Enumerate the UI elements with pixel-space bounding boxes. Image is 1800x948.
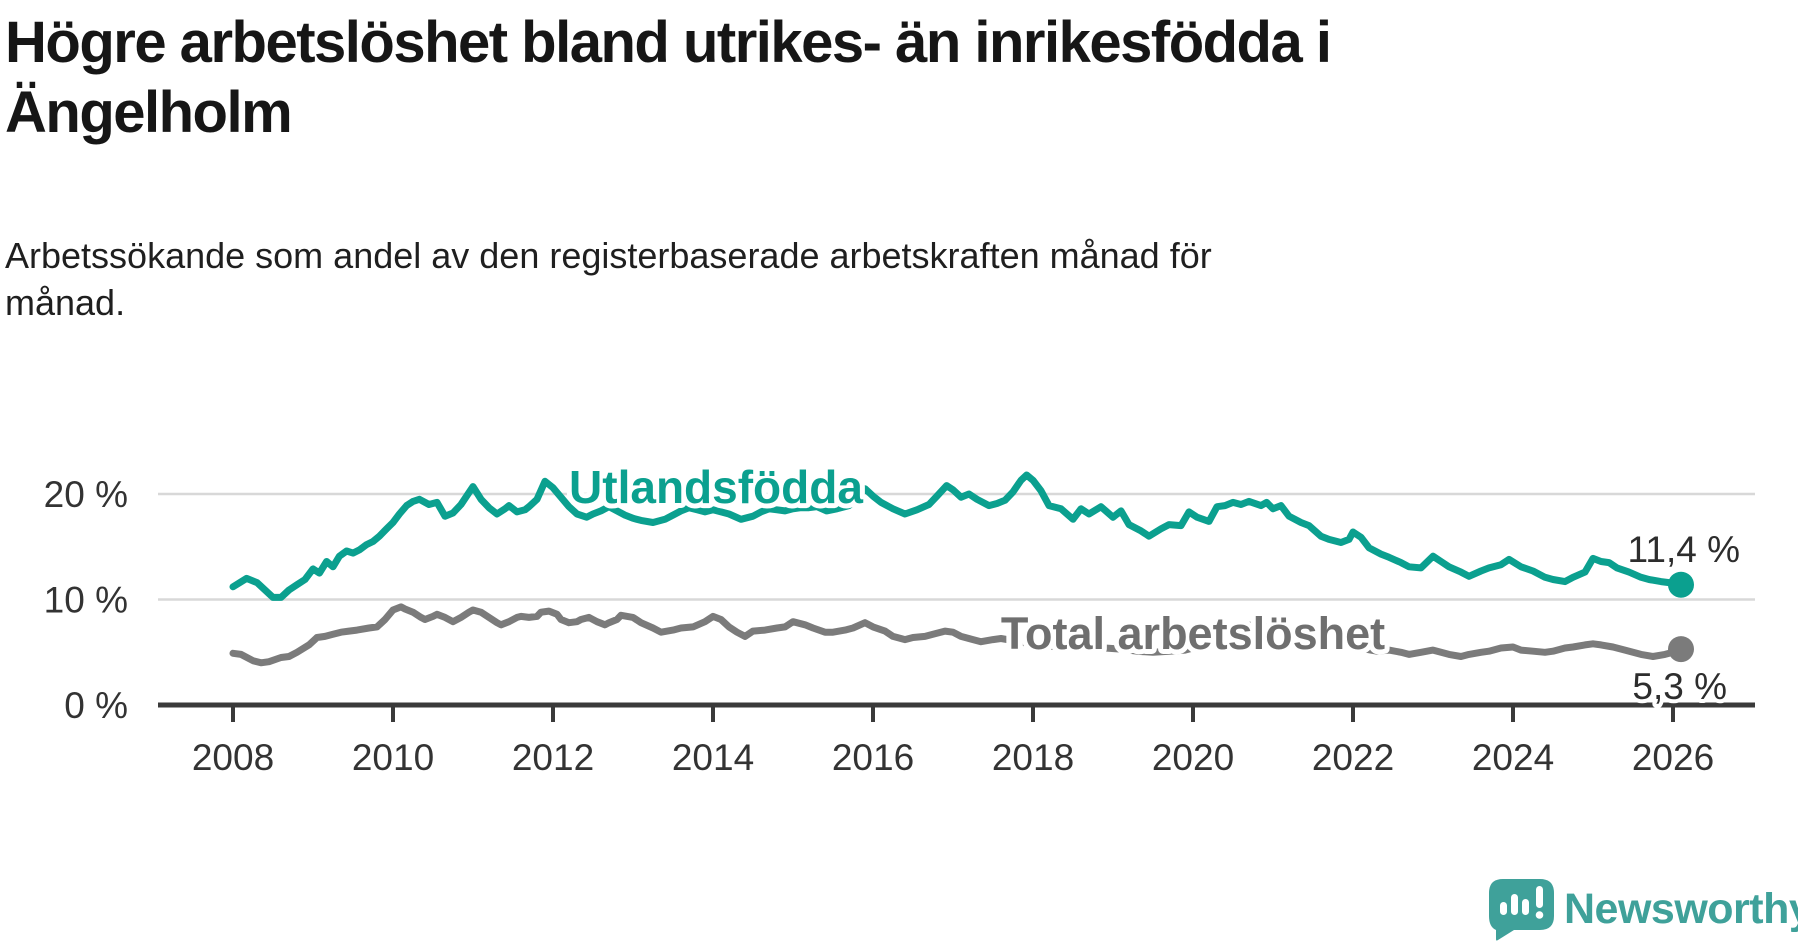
y-axis-label-0: 0 % (64, 685, 128, 726)
end-value-total: 5,3 % (1632, 666, 1727, 707)
newsworthy-logo: Newsworthy (1478, 871, 1800, 946)
subtitle-line-1: Arbetssökande som andel av den registerb… (5, 235, 1212, 276)
x-axis-label-2008: 2008 (192, 737, 274, 778)
total-unemployment-series (229, 603, 1685, 667)
x-axis-label-2026: 2026 (1632, 737, 1714, 778)
total-line (229, 603, 1685, 667)
x-axis-label-2022: 2022 (1312, 737, 1394, 778)
chart-subtitle: Arbetssökande som andel av den registerb… (5, 232, 1212, 326)
x-axis-label-2016: 2016 (832, 737, 914, 778)
title-line-1: Högre arbetslöshet bland utrikes- än inr… (5, 10, 1332, 75)
y-axis-label-20: 20 % (44, 474, 128, 515)
x-axis-labels: 2008 2010 2012 2014 2016 2018 2020 2022 2024 2026 (192, 737, 1714, 778)
y-axis-labels: 0 % 10 % 20 % (44, 474, 128, 726)
x-axis-label-2020: 2020 (1152, 737, 1234, 778)
series-label-total: Total arbetslöshet (1001, 608, 1385, 659)
x-axis-label-2014: 2014 (672, 737, 754, 778)
series-label-utlandsfodda: Utlandsfödda (569, 461, 863, 513)
y-axis-label-10: 10 % (44, 580, 128, 621)
x-axis-label-2012: 2012 (512, 737, 594, 778)
x-axis-label-2018: 2018 (992, 737, 1074, 778)
total-end-dot (1668, 636, 1694, 663)
x-axis-label-2010: 2010 (352, 737, 434, 778)
utlandsfodda-line (229, 471, 1685, 601)
x-axis-label-2024: 2024 (1472, 737, 1554, 778)
utlandsfodda-end-dot (1668, 571, 1694, 598)
gridlines (158, 492, 1755, 601)
subtitle-line-2: månad. (5, 282, 126, 323)
foreign-born-series (229, 471, 1685, 601)
series-end-dots (1668, 571, 1694, 663)
page-title: Högre arbetslöshet bland utrikes- än inr… (5, 8, 1332, 148)
title-line-2: Ängelholm (5, 80, 293, 145)
end-value-utlandsfodda: 11,4 % (1628, 529, 1740, 570)
newsworthy-speech-bubble-chart-icon (1489, 879, 1554, 941)
newsworthy-logo-text: Newsworthy (1564, 885, 1798, 933)
x-axis-ticks (231, 705, 1675, 722)
